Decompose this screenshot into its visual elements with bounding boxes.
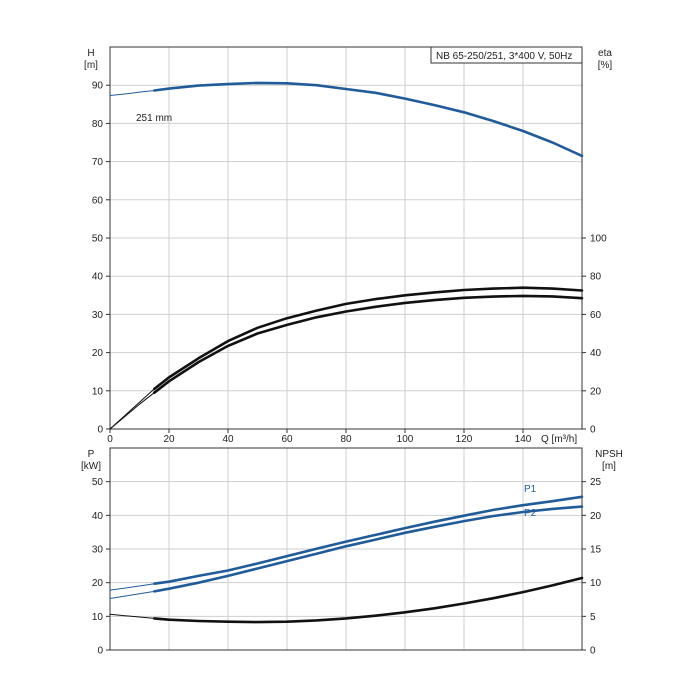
power-axis-tick-label: 30 (92, 545, 104, 556)
head-axis-tick-label: 80 (92, 119, 104, 130)
npsh-axis-tick-label: 10 (590, 578, 602, 589)
chart-title: NB 65-250/251, 3*400 V, 50Hz (436, 51, 572, 62)
lower-p2-line (153, 505, 584, 593)
lower-right-axis-label-line1: NPSH (595, 449, 623, 460)
lower-right-axis: 0 5 10 15 20 25 (582, 477, 602, 657)
eta-axis-tick-label: 20 (590, 386, 602, 397)
impeller-diameter-label: 251 mm (136, 113, 172, 124)
power-axis-tick-label: 20 (92, 578, 104, 589)
power-axis-tick-label: 0 (97, 646, 103, 657)
upper-left-axis-label-line2: [m] (84, 60, 98, 71)
npsh-axis-tick-label: 15 (590, 545, 602, 556)
x-axis-tick-label: 20 (163, 434, 175, 445)
power-axis-tick-label: 40 (92, 511, 104, 522)
upper-series-3-line (153, 294, 584, 395)
lower-right-axis-label-line2: [m] (602, 461, 616, 472)
upper-left-axis-label-line1: H (87, 48, 94, 59)
lower-curves (109, 495, 584, 624)
head-axis-tick-label: 40 (92, 272, 104, 283)
head-axis-tick-label: 90 (92, 81, 104, 92)
x-axis-tick-label: 80 (340, 434, 352, 445)
npsh-axis-tick-label: 20 (590, 511, 602, 522)
series-label-p2: P2 (524, 508, 537, 519)
upper-series-1-extrapolated-line (109, 90, 155, 96)
head-axis-tick-label: 30 (92, 310, 104, 321)
npsh-axis-tick-label: 25 (590, 477, 602, 488)
head-axis-tick-label: 10 (92, 386, 104, 397)
eta-axis-tick-label: 0 (590, 425, 596, 436)
x-axis-tick-label: 60 (281, 434, 293, 445)
power-axis-tick-label: 10 (92, 612, 104, 623)
upper-right-axis: 0 20 40 60 80 100 (582, 234, 607, 436)
head-axis-tick-label: 70 (92, 157, 104, 168)
x-axis-tick-label: 40 (222, 434, 234, 445)
x-axis-tick-label: 0 (107, 434, 113, 445)
upper-series-2-line (153, 286, 584, 391)
x-axis-tick-label: 120 (456, 434, 473, 445)
title-box (430, 46, 583, 64)
lower-left-axis-label-line1: P (88, 449, 95, 460)
upper-x-axis: 0 20 40 60 80 100 120 140 (107, 429, 532, 445)
head-axis-tick-label: 50 (92, 234, 104, 245)
head-axis-tick-label: 20 (92, 348, 104, 359)
lower-series-3-extrapolated-line (109, 613, 155, 619)
upper-right-axis-label-line1: eta (598, 48, 612, 59)
eta-axis-tick-label: 60 (590, 310, 602, 321)
eta-axis-tick-label: 80 (590, 272, 602, 283)
lower-left-axis: 0 10 20 30 40 50 (92, 477, 110, 657)
series-label-p1: P1 (524, 484, 537, 495)
npsh-axis-tick-label: 5 (590, 612, 596, 623)
upper-series-1-line (153, 81, 584, 158)
upper-curves (109, 81, 584, 430)
x-axis-tick-label: 100 (397, 434, 414, 445)
lower-p1-line (153, 495, 584, 586)
x-axis-tick-label: 140 (515, 434, 532, 445)
lower-series-3-line (153, 576, 584, 624)
upper-right-axis-label-line2: [%] (598, 60, 613, 71)
upper-series-3-extrapolated-line (109, 392, 155, 430)
head-axis-tick-label: 0 (97, 425, 103, 436)
lower-p2-extrapolated-line (109, 590, 155, 599)
power-axis-tick-label: 50 (92, 477, 104, 488)
head-axis-tick-label: 60 (92, 195, 104, 206)
npsh-axis-tick-label: 0 (590, 646, 596, 657)
eta-axis-tick-label: 100 (590, 234, 607, 245)
upper-grid (110, 46, 582, 429)
upper-left-axis: 0 10 20 30 40 50 60 70 80 90 (92, 81, 110, 436)
lower-left-axis-label-line2: [kW] (81, 461, 101, 472)
lower-p1-extrapolated-line (109, 583, 155, 591)
eta-axis-tick-label: 40 (590, 348, 602, 359)
x-axis-label: Q [m³/h] (541, 434, 577, 445)
